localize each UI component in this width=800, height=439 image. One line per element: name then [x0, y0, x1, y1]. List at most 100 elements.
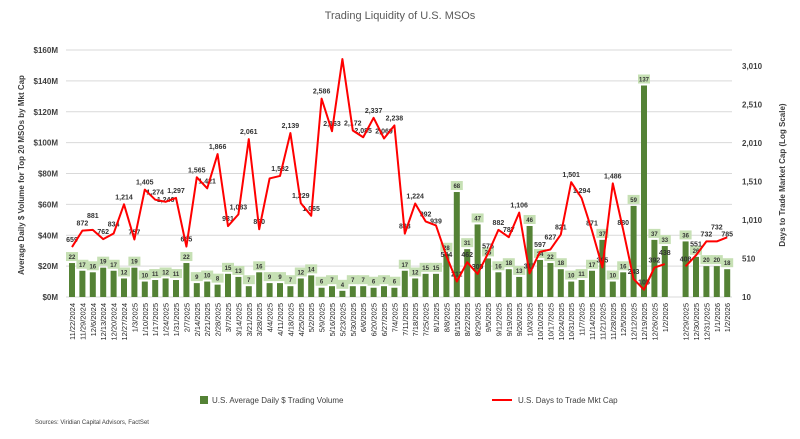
volume-data-label: 9: [195, 275, 199, 281]
volume-data-label: 17: [110, 263, 117, 269]
volume-data-label: 19: [131, 260, 138, 266]
volume-data-label: 6: [372, 280, 376, 286]
volume-label-bg: [66, 252, 78, 262]
volume-bar: [641, 85, 647, 297]
x-tick-label: 8/1/2025: [432, 303, 441, 332]
volume-data-label: 26: [693, 249, 700, 255]
days-data-label: 787: [503, 227, 515, 234]
volume-bar: [131, 267, 138, 297]
volume-bar: [495, 272, 502, 297]
volume-bar: [630, 205, 637, 297]
x-tick-label: 5/16/2025: [328, 303, 337, 336]
volume-label-bg: [638, 74, 650, 84]
volume-label-bg: [419, 262, 432, 272]
days-data-label: 1,582: [271, 166, 289, 173]
x-tick-label: 3/14/2025: [234, 303, 243, 336]
volume-data-label: 12: [162, 270, 169, 276]
x-tick-label: 12/19/2025: [640, 303, 649, 341]
x-tick-label: 7/25/2025: [422, 303, 431, 336]
x-tick-label: 11/7/2025: [578, 303, 587, 336]
left-axis: $0M $20M $40M $60M $80M $100M $120M $140M $160M: [34, 46, 59, 302]
left-tick-label: $160M: [34, 46, 59, 55]
volume-label-bg: [627, 194, 640, 204]
volume-label-bg: [326, 275, 338, 285]
volume-data-label: 18: [724, 261, 731, 267]
days-data-label: 880: [617, 220, 629, 227]
volume-data-label: 20: [713, 258, 720, 264]
volume-label-bg: [398, 259, 411, 269]
volume-label-bg: [305, 264, 318, 274]
volume-bar: [173, 280, 179, 297]
volume-bar: [214, 284, 221, 297]
volume-data-label: 28: [443, 246, 450, 252]
volume-bar: [318, 287, 325, 297]
volume-data-label: 33: [661, 238, 668, 244]
x-tick-label: 1/17/2025: [151, 303, 160, 336]
volume-bar: [433, 273, 439, 297]
volume-label-bg: [76, 259, 89, 269]
right-tick-label: 510: [742, 255, 756, 264]
volume-bar: [79, 270, 86, 297]
days-data-label: 597: [534, 242, 546, 249]
volume-data-label: 14: [308, 267, 315, 273]
volume-data-label: 22: [69, 255, 76, 261]
volume-bar: [703, 266, 710, 297]
days-data-label: 1,246: [157, 197, 175, 204]
days-data-label: 881: [87, 213, 99, 220]
days-data-label: 1,294: [573, 188, 591, 195]
volume-label-bg: [409, 267, 422, 277]
volume-bar: [391, 287, 398, 297]
volume-bar: [121, 278, 127, 297]
legend-label-days: U.S. Days to Trade Mkt Cap: [518, 396, 618, 405]
right-axis: 10 510 1,010 1,510 2,010 2,510 3,010: [742, 62, 763, 302]
volume-label-bg: [513, 265, 526, 275]
volume-bar: [474, 224, 481, 297]
volume-bar: [537, 259, 543, 297]
volume-label-bg: [232, 265, 245, 275]
volume-data-label: 13: [235, 269, 242, 275]
left-tick-label: $20M: [38, 262, 58, 271]
volume-data-label: 17: [79, 263, 86, 269]
volume-label-bg: [149, 269, 162, 279]
x-tick-label: 2/7/2025: [182, 303, 191, 332]
x-tick-label: 11/22/2024: [68, 303, 77, 340]
days-data-label: 2,061: [240, 129, 258, 136]
volume-data-label: 6: [320, 280, 324, 286]
volume-label-bg: [367, 276, 380, 286]
volume-label-bg: [138, 270, 151, 280]
volume-data-label: 4: [341, 283, 345, 289]
volume-label-bg: [461, 238, 474, 248]
x-tick-label: 1/2/2026: [723, 303, 732, 332]
x-tick-label: 8/29/2025: [474, 303, 483, 336]
days-line: [684, 236, 728, 268]
volume-label-bg: [471, 213, 484, 223]
volume-label-bg: [86, 261, 99, 271]
volume-label-bg: [346, 275, 359, 285]
volume-bar: [724, 269, 731, 297]
days-data-label: 732: [711, 224, 723, 231]
right-tick-label: 1,010: [742, 216, 763, 225]
days-data-label: 317: [524, 263, 536, 270]
chart-title: Trading Liquidity of U.S. MSOs: [325, 10, 476, 22]
x-tick-label: 9/5/2025: [484, 303, 493, 332]
days-data-label: 627: [545, 234, 557, 241]
volume-bar: [370, 287, 377, 297]
volume-label-bg: [544, 252, 557, 262]
volume-bar: [505, 269, 512, 297]
volume-label-bg: [554, 258, 567, 268]
volume-bar: [620, 272, 627, 297]
volume-bar: [349, 286, 356, 297]
volume-bar: [682, 241, 689, 297]
volume-bar: [141, 281, 148, 297]
days-data-label: 1,565: [188, 167, 206, 174]
volume-label-bg: [690, 245, 702, 255]
days-data-label: 105: [638, 280, 650, 287]
days-data-label: 392: [649, 258, 661, 265]
volume-bar: [693, 256, 699, 297]
days-data-label: 551: [690, 241, 702, 248]
volume-bar: [193, 283, 200, 297]
x-tick-label: 7/4/2025: [390, 303, 399, 332]
volume-label-bg: [118, 267, 130, 277]
